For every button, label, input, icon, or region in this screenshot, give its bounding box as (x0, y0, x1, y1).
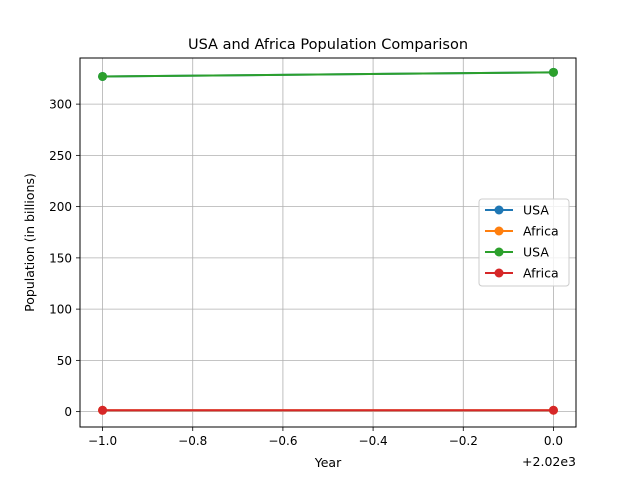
x-tick-label: −1.0 (88, 434, 117, 448)
legend-marker (495, 269, 504, 278)
y-tick-label: 150 (49, 251, 72, 265)
x-tick-label: −0.6 (268, 434, 297, 448)
y-tick-label: 250 (49, 149, 72, 163)
chart-title: USA and Africa Population Comparison (188, 37, 468, 53)
data-point (98, 406, 107, 415)
legend-marker (495, 206, 504, 215)
legend: USA Africa USA Africa (479, 199, 569, 286)
legend-label: USA (523, 245, 549, 260)
x-tick-label: −0.4 (359, 434, 388, 448)
y-tick-label: 100 (49, 303, 72, 317)
x-tick-label: −0.8 (178, 434, 207, 448)
x-axis-offset-label: +2.02e3 (522, 454, 576, 469)
legend-label: Africa (523, 266, 559, 281)
legend-label: USA (523, 203, 549, 218)
legend-marker (495, 227, 504, 236)
y-tick-label: 200 (49, 200, 72, 214)
y-tick-label: 0 (64, 405, 72, 419)
x-tick-label: −0.2 (449, 434, 478, 448)
x-tick-label: 0.0 (544, 434, 563, 448)
data-point (98, 72, 107, 81)
data-point (549, 68, 558, 77)
y-axis-label: Population (in billions) (22, 173, 37, 312)
legend-label: Africa (523, 224, 559, 239)
y-tick-label: 300 (49, 98, 72, 112)
data-point (549, 406, 558, 415)
x-axis-label: Year (314, 455, 342, 470)
legend-marker (495, 248, 504, 257)
y-tick-label: 50 (57, 354, 72, 368)
